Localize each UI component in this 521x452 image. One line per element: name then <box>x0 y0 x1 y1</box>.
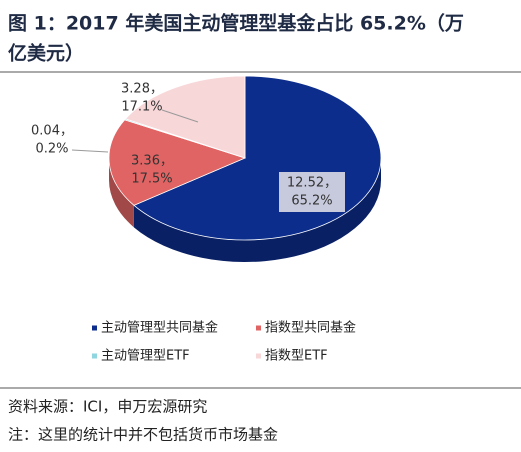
value-label: 0.04， <box>31 124 73 139</box>
pie-slice <box>108 119 247 206</box>
percent-label: 17.1% <box>121 100 162 115</box>
chart-title: 图 1：2017 年美国主动管理型基金占比 65.2%（万 <box>8 12 464 35</box>
legend-label: 指数型共同基金 <box>265 320 356 336</box>
source: 资料来源：ICI，申万宏源研究 <box>8 398 207 416</box>
leader-line <box>161 109 199 123</box>
value-label: 3.36， <box>131 154 173 169</box>
legend-marker <box>256 353 261 359</box>
legend-label: 指数型ETF <box>265 349 328 364</box>
label-box <box>279 172 345 212</box>
percent-label: 65.2% <box>291 194 332 209</box>
legend-marker <box>256 325 261 331</box>
chart-title: 亿美元） <box>8 42 84 65</box>
value-label: 3.28， <box>121 82 163 97</box>
leader-line <box>71 149 109 153</box>
value-label: 12.52， <box>287 176 337 191</box>
pie-slice <box>124 75 246 159</box>
legend-marker <box>92 325 97 331</box>
percent-label: 0.2% <box>35 142 68 157</box>
note: 注：这里的统计中并不包括货币市场基金 <box>8 426 278 444</box>
legend-label: 主动管理型共同基金 <box>101 320 218 336</box>
slice-side <box>133 158 381 262</box>
legend-label: 主动管理型ETF <box>101 349 190 364</box>
legend-marker <box>92 353 97 359</box>
percent-label: 17.5% <box>131 172 172 187</box>
